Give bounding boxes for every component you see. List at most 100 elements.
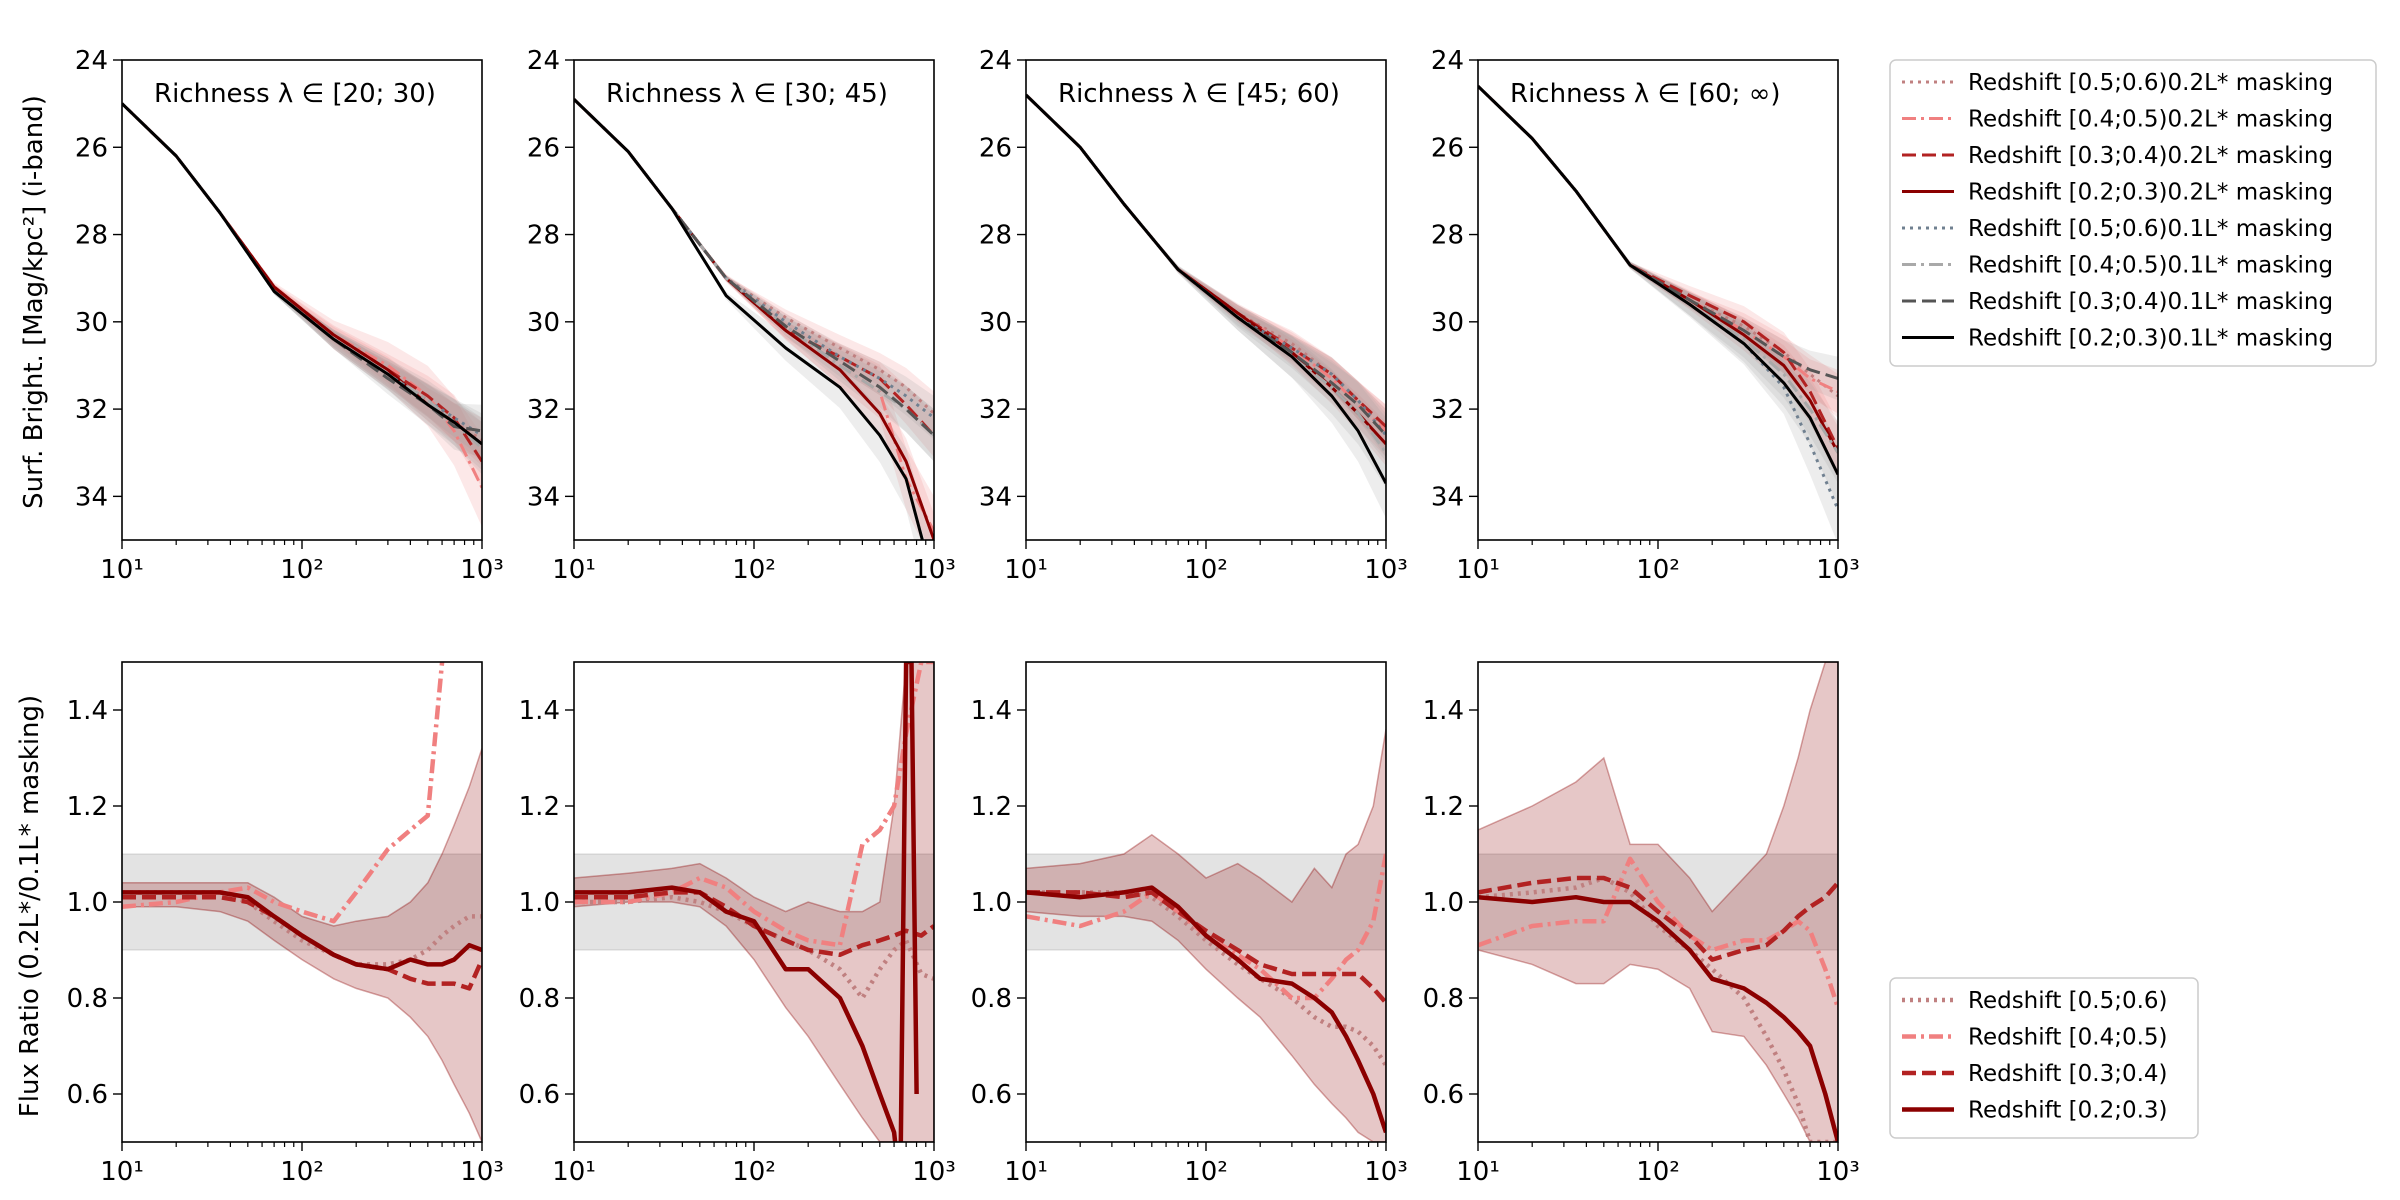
y-tick-label: 1.2 [67,792,108,822]
y-tick-label: 26 [75,133,108,163]
legend-label-s8: Redshift [0.2;0.3)0.1L* masking [1968,326,2333,352]
legend-top: Redshift [0.5;0.6)0.2L* masking Redshift … [1889,59,2377,367]
axes-frame [1477,59,1839,541]
y-tick-label: 1.4 [1423,696,1464,726]
y-tick-label: 32 [75,395,108,425]
x-tick-label: 10¹ [552,555,596,585]
legend-frame [1889,59,2377,367]
series-line-s7 [1478,85,1838,380]
y-tick-label: 0.8 [1423,984,1464,1014]
y-tick-label: 1.0 [1423,888,1464,918]
series-line-s3 [1478,85,1838,450]
band-s2 [574,99,934,540]
legend-bottom: Redshift [0.5;0.6) Redshift [0.4;0.5) Reds… [1889,977,2199,1139]
panel-top-4: 10¹ 10² 10³ 24 26 28 30 32 34 Richness λ ∈ [60; ∞… [1431,46,1860,585]
band-s8 [122,103,482,471]
panel-bottom-1: 10¹ 10² 10³ 0.6 0.8 1.0 1.2 1.4 [67,661,504,1187]
band-s8 [1026,94,1386,519]
band-s1 [574,99,934,436]
band-s3 [122,103,482,488]
legend-label-s1: Redshift [0.5;0.6)0.2L* masking [1968,70,2333,96]
plot-area [1026,93,1386,519]
y-tick-label: 1.4 [519,696,560,726]
series-line-s2 [574,98,934,533]
y-tick-label: 28 [1431,221,1464,251]
x-tick-label: 10³ [460,555,504,585]
legend-label-s4: Redshift [0.2;0.3)0.2L* masking [1968,180,2333,206]
series-line-r3 [1478,875,1838,962]
series-line-s7 [574,98,934,437]
x-tick-label: 10² [280,1157,324,1187]
panel-title: Richness λ ∈ [30; 45) [606,79,888,109]
x-tick-label: 10¹ [1004,555,1048,585]
series-line-s8 [1026,93,1386,485]
series-line-s3 [574,98,934,437]
x-tick-label: 10³ [912,1157,956,1187]
panel-bottom-2: 10¹ 10² 10³ 0.6 0.8 1.0 1.2 1.4 [519,661,956,1187]
legend-label-r2: Redshift [0.4;0.5) [1968,1025,2168,1051]
y-tick-label: 30 [979,308,1012,338]
band-s7 [1478,86,1838,401]
band-s7 [574,99,934,462]
series-line-s5 [1478,85,1838,511]
panel-title: Richness λ ∈ [60; ∞) [1510,79,1781,109]
y-tick-label: 30 [75,308,108,338]
y-tick-label: 30 [527,308,560,338]
panel-title: Richness λ ∈ [45; 60) [1058,79,1340,109]
plot-area [1478,662,1838,1142]
y-tick-label: 1.0 [971,888,1012,918]
legend-frame [1889,977,2199,1139]
y-tick-label: 0.6 [67,1080,108,1110]
x-tick-label: 10¹ [1456,1157,1500,1187]
series-line-s5 [574,98,934,419]
series-line-r4 [122,890,482,972]
x-tick-label: 10² [1184,1157,1228,1187]
y-tick-label: 32 [527,395,560,425]
series-line-r3 [1026,890,1386,1005]
band-s4 [574,99,934,540]
legend-label-r4: Redshift [0.2;0.3) [1968,1098,2168,1124]
x-tick-label: 10² [732,1157,776,1187]
y-tick-label: 32 [1431,395,1464,425]
series-line-r2 [1026,853,1386,1001]
x-tick-label: 10² [732,555,776,585]
y-tick-label: 1.0 [67,888,108,918]
y-tick-label: 0.8 [67,984,108,1014]
y-tick-label: 24 [979,46,1012,76]
band-s2 [1026,94,1386,458]
band-s7 [1026,94,1386,462]
x-tick-label: 10¹ [100,1157,144,1187]
y-tick-label: 1.4 [971,696,1012,726]
x-tick-label: 10¹ [1004,1157,1048,1187]
axes-frame [121,59,483,541]
y-tick-label: 32 [979,395,1012,425]
y-tick-label: 1.0 [519,888,560,918]
panel-top-1: 10¹ 10² 10³ 24 26 28 30 32 34 Richness λ ∈ [20; 3… [75,46,504,585]
band-s6 [574,99,934,462]
legend-label-s2: Redshift [0.4;0.5)0.2L* masking [1968,107,2333,133]
series-line-s3 [122,102,482,463]
series-line-s1 [574,98,934,415]
series-line-s2 [122,102,482,489]
y-tick-label: 24 [1431,46,1464,76]
x-tick-label: 10¹ [100,555,144,585]
x-tick-label: 10¹ [1456,555,1500,585]
legend-label-s6: Redshift [0.4;0.5)0.1L* masking [1968,253,2333,279]
legend-label-r3: Redshift [0.3;0.4) [1968,1061,2168,1087]
y-tick-label: 1.2 [971,792,1012,822]
series-line-r4 [1478,894,1838,1142]
y-tick-label: 34 [75,482,108,512]
y-tick-label: 30 [1431,308,1464,338]
plot-area [1478,85,1838,540]
series-line-r4 [1026,885,1386,1134]
panel-bottom-4: 10¹ 10² 10³ 0.6 0.8 1.0 1.2 1.4 [1423,661,1860,1187]
y-tick-label: 0.8 [519,984,560,1014]
series-line-s8 [1478,85,1838,476]
legend-label-r1: Redshift [0.5;0.6) [1968,988,2168,1014]
y-tick-label: 24 [75,46,108,76]
y-tick-label: 1.2 [519,792,560,822]
error-band [574,662,934,1142]
panel-top-2: 10¹ 10² 10³ 24 26 28 30 32 34 Richness λ ∈ [30; 4… [527,46,956,585]
legend-label-s3: Redshift [0.3;0.4)0.2L* masking [1968,143,2333,169]
y-tick-label: 26 [979,133,1012,163]
